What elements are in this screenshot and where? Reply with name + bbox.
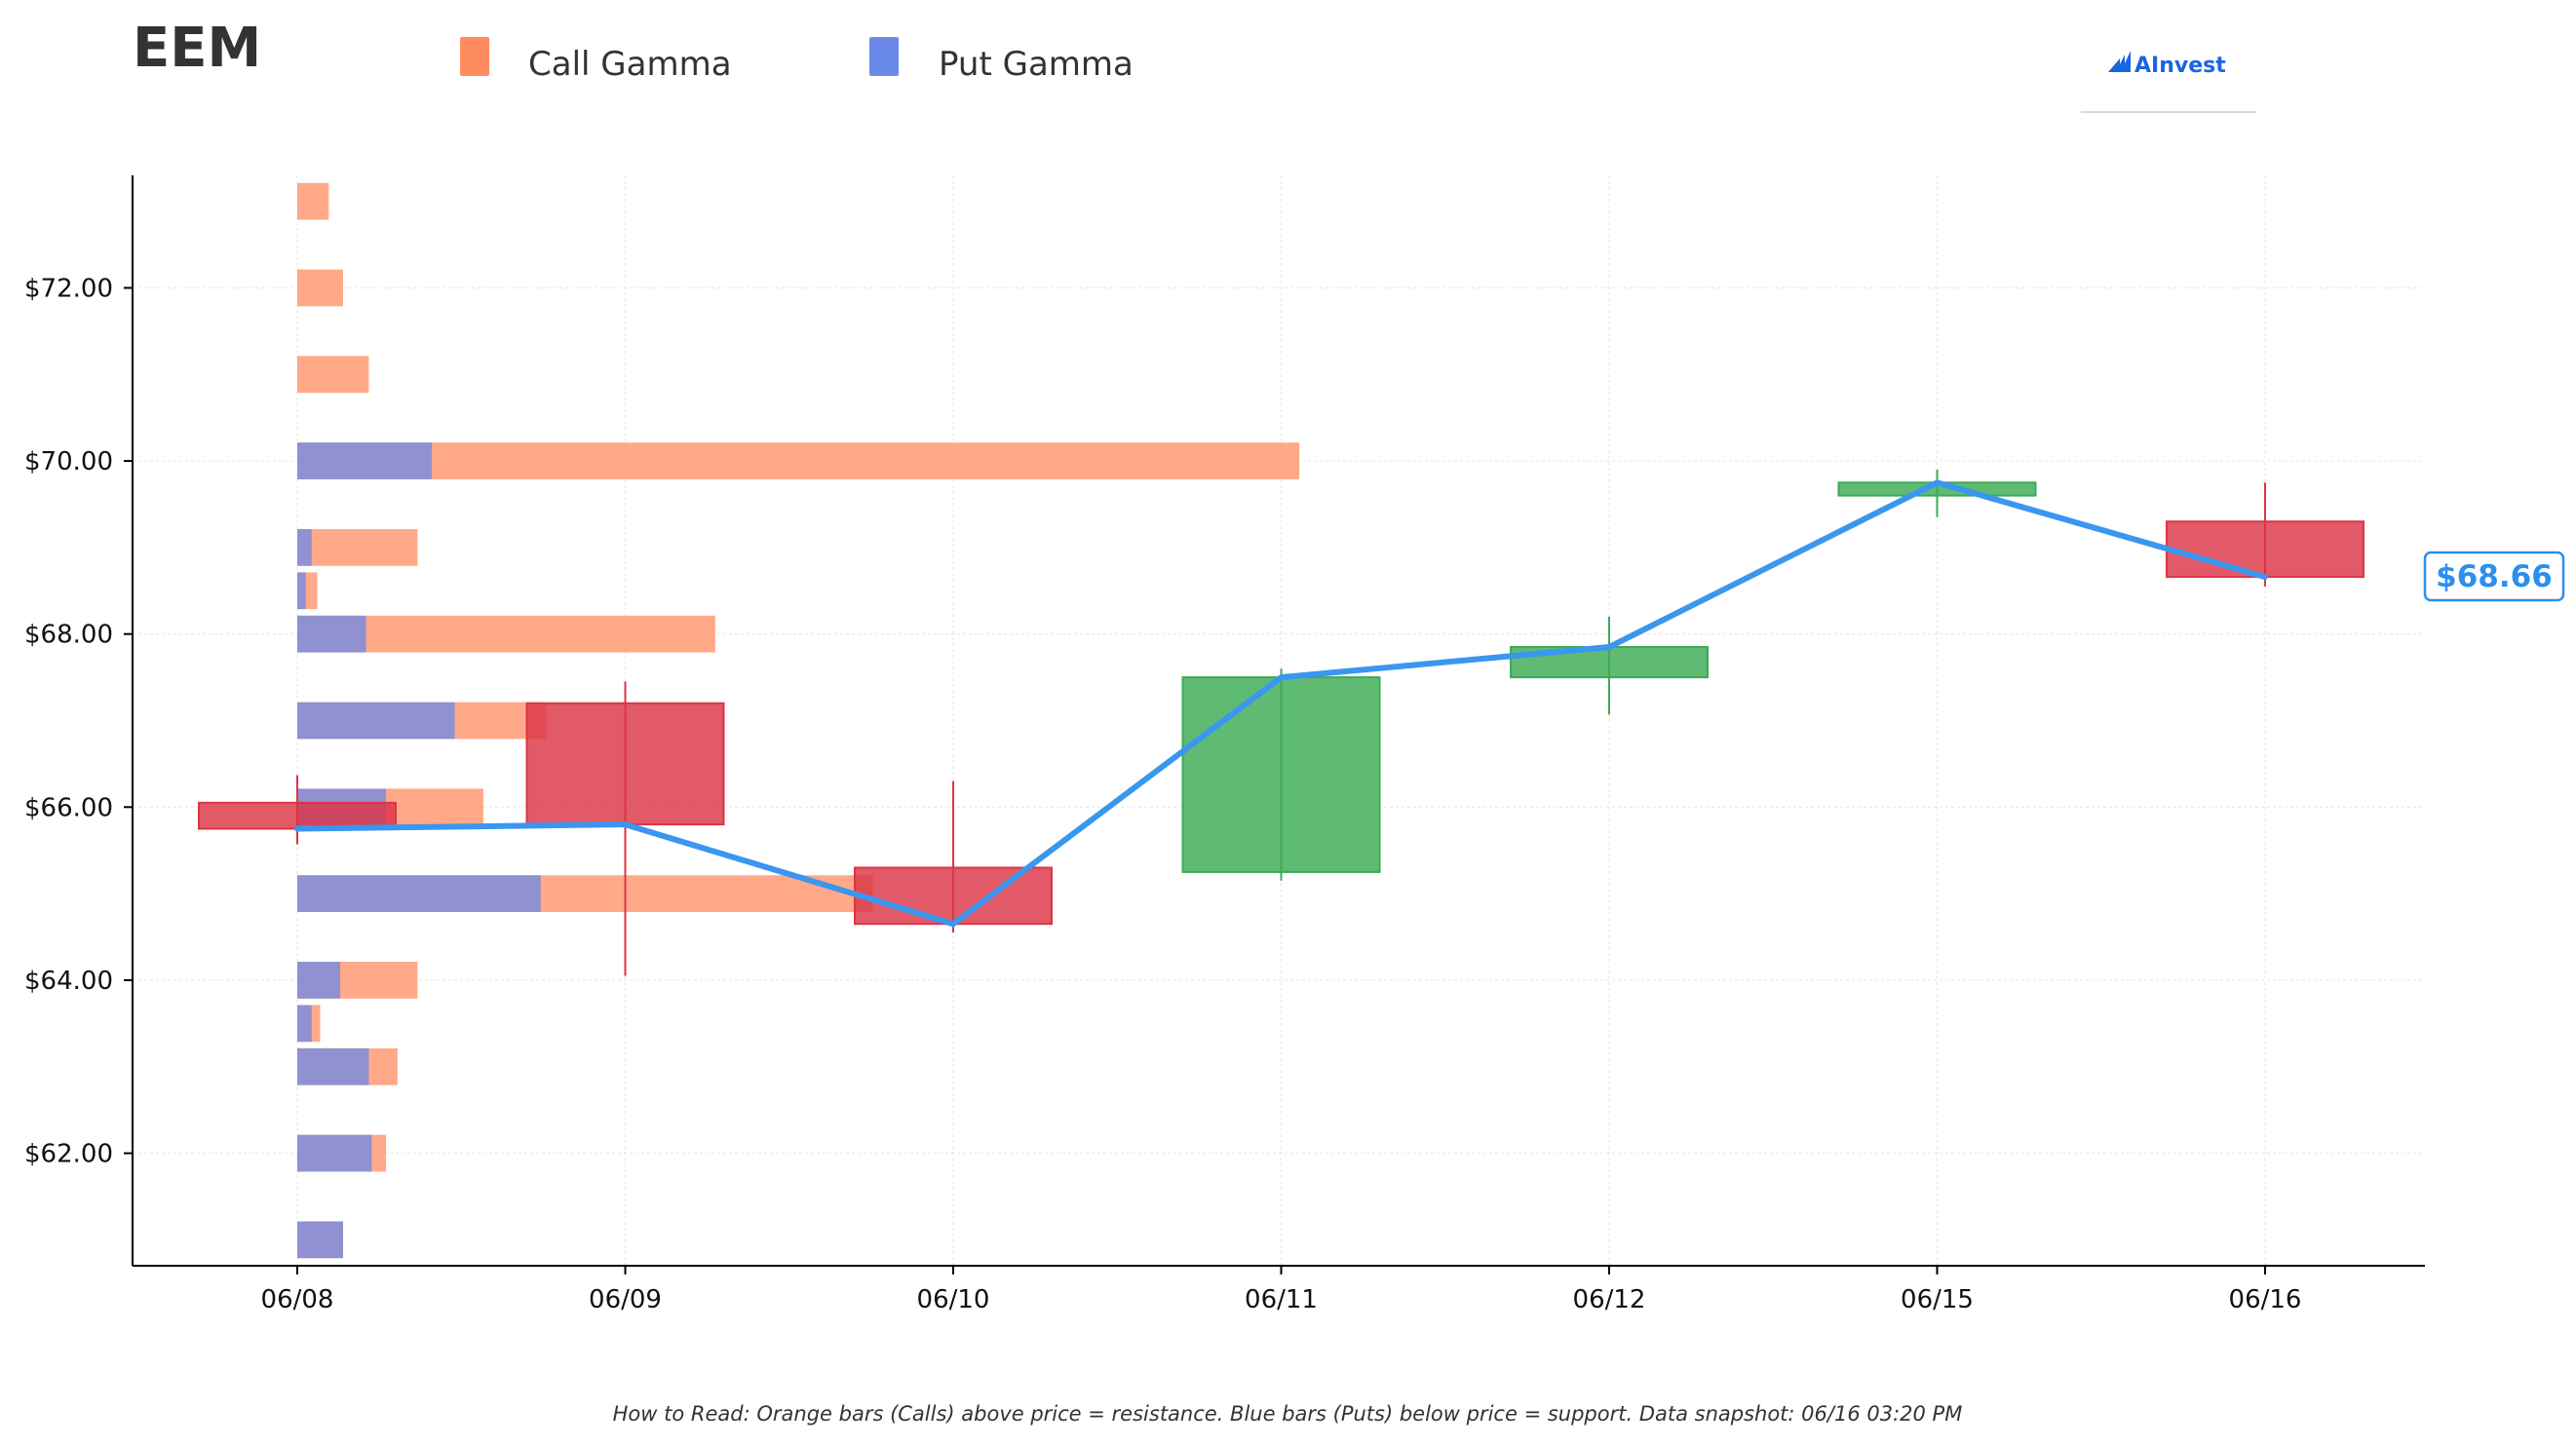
put-gamma-bar <box>297 529 312 566</box>
candle-body <box>1181 676 1381 873</box>
close-price-line-group <box>294 479 2268 928</box>
y-tick-label: $68.00 <box>24 621 113 650</box>
ainvest-logo-text: AInvest <box>2134 54 2226 78</box>
put-gamma-bar <box>297 1047 369 1085</box>
put-gamma-bar <box>297 1134 372 1172</box>
call-gamma-bar <box>297 356 369 394</box>
put-gamma-bar <box>297 1005 312 1043</box>
legend-call-label: Call Gamma <box>528 45 732 84</box>
call-gamma-bar <box>297 442 1300 479</box>
put-gamma-bar <box>297 572 306 610</box>
axes: $62.00 $64.00 $66.00 $68.00 $70.00 $72.00 06/0… <box>24 175 2425 1314</box>
x-tick-label: 06/16 <box>2229 1285 2302 1314</box>
call-gamma-bar <box>297 529 418 566</box>
gamma-bars <box>297 182 1300 1259</box>
legend: Call Gamma Put Gamma <box>460 37 1134 84</box>
legend-put-swatch <box>869 37 899 76</box>
y-tick-label: $66.00 <box>24 793 113 822</box>
x-tick-label: 06/15 <box>1901 1285 1974 1314</box>
y-tick-label: $70.00 <box>24 447 113 476</box>
last-price-box <box>2423 551 2565 602</box>
x-tick-label: 06/09 <box>589 1285 662 1314</box>
legend-put-label: Put Gamma <box>939 45 1134 84</box>
put-gamma-bar <box>297 615 366 653</box>
close-price-line <box>294 479 2268 928</box>
x-tick-label: 06/10 <box>917 1285 990 1314</box>
y-tick-label: $64.00 <box>24 967 113 996</box>
y-tick-label: $62.00 <box>24 1140 113 1169</box>
last-price-label: $68.66 <box>2423 551 2565 602</box>
chart-title: EEM <box>133 17 261 80</box>
candle-body <box>525 702 725 826</box>
last-price-text: $68.66 <box>2436 559 2553 594</box>
ainvest-logo-icon <box>2108 51 2131 72</box>
put-gamma-bar <box>297 875 541 912</box>
y-tick-label: $72.00 <box>24 274 113 303</box>
call-gamma-bar <box>297 269 343 307</box>
put-gamma-bar <box>297 702 455 740</box>
put-gamma-bar <box>297 1221 343 1259</box>
x-tick-label: 06/08 <box>261 1285 334 1314</box>
put-gamma-bar <box>297 962 341 999</box>
call-gamma-bar <box>297 182 329 220</box>
candle-body <box>198 801 397 830</box>
candle-body <box>2166 520 2365 579</box>
candle-body <box>854 866 1053 926</box>
call-gamma-bar <box>297 615 715 653</box>
x-tick-label: 06/12 <box>1573 1285 1646 1314</box>
legend-call-swatch <box>460 37 489 76</box>
footer-note: How to Read: Orange bars (Calls) above p… <box>613 1402 1963 1426</box>
put-gamma-bar <box>297 442 433 479</box>
ainvest-logo[interactable]: AInvest <box>2081 51 2256 113</box>
x-tick-label: 06/11 <box>1245 1285 1318 1314</box>
